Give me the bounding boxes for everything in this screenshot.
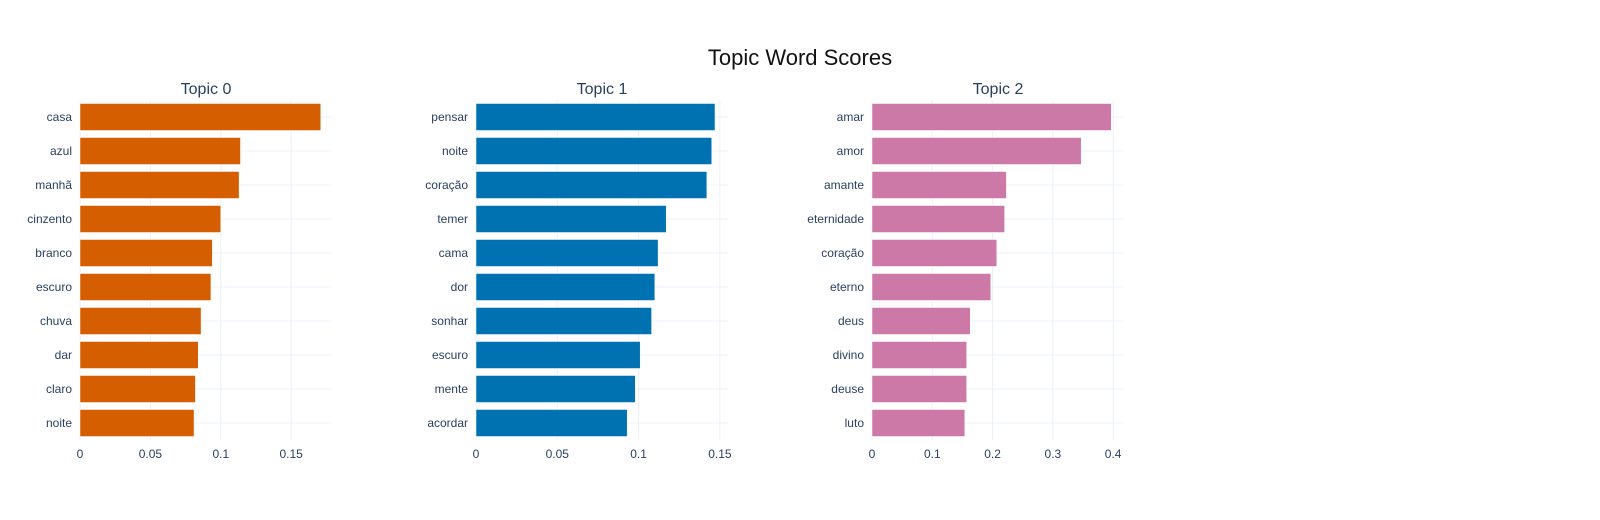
x-tick-label: 0: [473, 447, 480, 461]
y-tick-label: chuva: [40, 314, 72, 328]
subplot-title: Topic 1: [577, 81, 628, 98]
bar-coração: [871, 239, 998, 267]
x-tick-label: 0.15: [708, 447, 732, 461]
y-tick-label: deus: [838, 314, 864, 328]
subplot-title: Topic 2: [973, 81, 1024, 98]
y-tick-label: coração: [821, 246, 864, 260]
x-tick-label: 0.05: [546, 447, 570, 461]
bar-amar: [871, 103, 1112, 131]
bar-escuro: [475, 341, 641, 369]
y-tick-label: amante: [824, 178, 864, 192]
y-tick-label: eterno: [830, 280, 864, 294]
bar-dor: [475, 273, 656, 301]
bar-eternidade: [871, 205, 1005, 233]
y-tick-label: coração: [425, 178, 468, 192]
y-tick-label: branco: [35, 246, 72, 260]
bar-cinzento: [79, 205, 222, 233]
y-tick-label: casa: [47, 110, 73, 124]
y-tick-label: dor: [451, 280, 468, 294]
x-tick-label: 0.1: [212, 447, 229, 461]
y-tick-label: divino: [833, 348, 865, 362]
bar-luto: [871, 409, 966, 437]
y-tick-label: acordar: [427, 416, 468, 430]
y-tick-label: cama: [439, 246, 469, 260]
y-tick-label: deuse: [831, 382, 864, 396]
y-tick-label: claro: [46, 382, 72, 396]
y-tick-label: sonhar: [431, 314, 468, 328]
bar-amor: [871, 137, 1082, 165]
bar-sonhar: [475, 307, 652, 335]
y-tick-label: temer: [437, 212, 468, 226]
subplot-panels: Topic 0 0 0.05 0.1 0.15 casa azul manhã cinzento…: [27, 81, 1124, 461]
bar-casa: [79, 103, 321, 131]
subplot-title: Topic 0: [181, 81, 232, 98]
bar-pensar: [475, 103, 716, 131]
y-tick-label: noite: [46, 416, 72, 430]
bar-acordar: [475, 409, 628, 437]
bar-noite: [79, 409, 195, 437]
bar-cama: [475, 239, 659, 267]
y-tick-label: manhã: [35, 178, 72, 192]
y-tick-label: escuro: [36, 280, 72, 294]
subplot-1: Topic 1 0 0.05 0.1 0.15 pensar noite coração tem…: [425, 81, 732, 461]
bar-manhã: [79, 171, 240, 199]
y-tick-label: noite: [442, 144, 468, 158]
y-tick-label: pensar: [431, 110, 468, 124]
x-tick-label: 0.15: [279, 447, 303, 461]
y-tick-label: eternidade: [807, 212, 864, 226]
bar-deuse: [871, 375, 967, 403]
bar-noite: [475, 137, 712, 165]
bar-dar: [79, 341, 199, 369]
x-tick-label: 0.3: [1045, 447, 1062, 461]
y-tick-label: amar: [837, 110, 864, 124]
x-tick-label: 0.1: [924, 447, 941, 461]
y-tick-label: dar: [55, 348, 72, 362]
x-tick-label: 0.2: [984, 447, 1001, 461]
bar-coração: [475, 171, 708, 199]
y-tick-label: azul: [50, 144, 72, 158]
x-tick-label: 0.05: [139, 447, 163, 461]
y-tick-label: escuro: [432, 348, 468, 362]
y-tick-label: luto: [845, 416, 865, 430]
bar-escuro: [79, 273, 212, 301]
x-tick-label: 0.1: [630, 447, 647, 461]
x-tick-label: 0: [77, 447, 84, 461]
bar-divino: [871, 341, 967, 369]
bar-eterno: [871, 273, 992, 301]
bar-claro: [79, 375, 196, 403]
y-tick-label: mente: [435, 382, 469, 396]
y-tick-label: amor: [837, 144, 864, 158]
bar-branco: [79, 239, 213, 267]
x-tick-label: 0: [869, 447, 876, 461]
subplot-2: Topic 2 0 0.1 0.2 0.3 0.4 amar amor amante eterni…: [807, 81, 1124, 461]
y-tick-label: cinzento: [27, 212, 72, 226]
bar-mente: [475, 375, 636, 403]
x-tick-label: 0.4: [1105, 447, 1122, 461]
chart-title: Topic Word Scores: [708, 45, 892, 70]
bar-chuva: [79, 307, 202, 335]
bar-temer: [475, 205, 667, 233]
bar-azul: [79, 137, 241, 165]
bar-amante: [871, 171, 1007, 199]
subplot-0: Topic 0 0 0.05 0.1 0.15 casa azul manhã cinzento…: [27, 81, 332, 461]
bar-deus: [871, 307, 971, 335]
